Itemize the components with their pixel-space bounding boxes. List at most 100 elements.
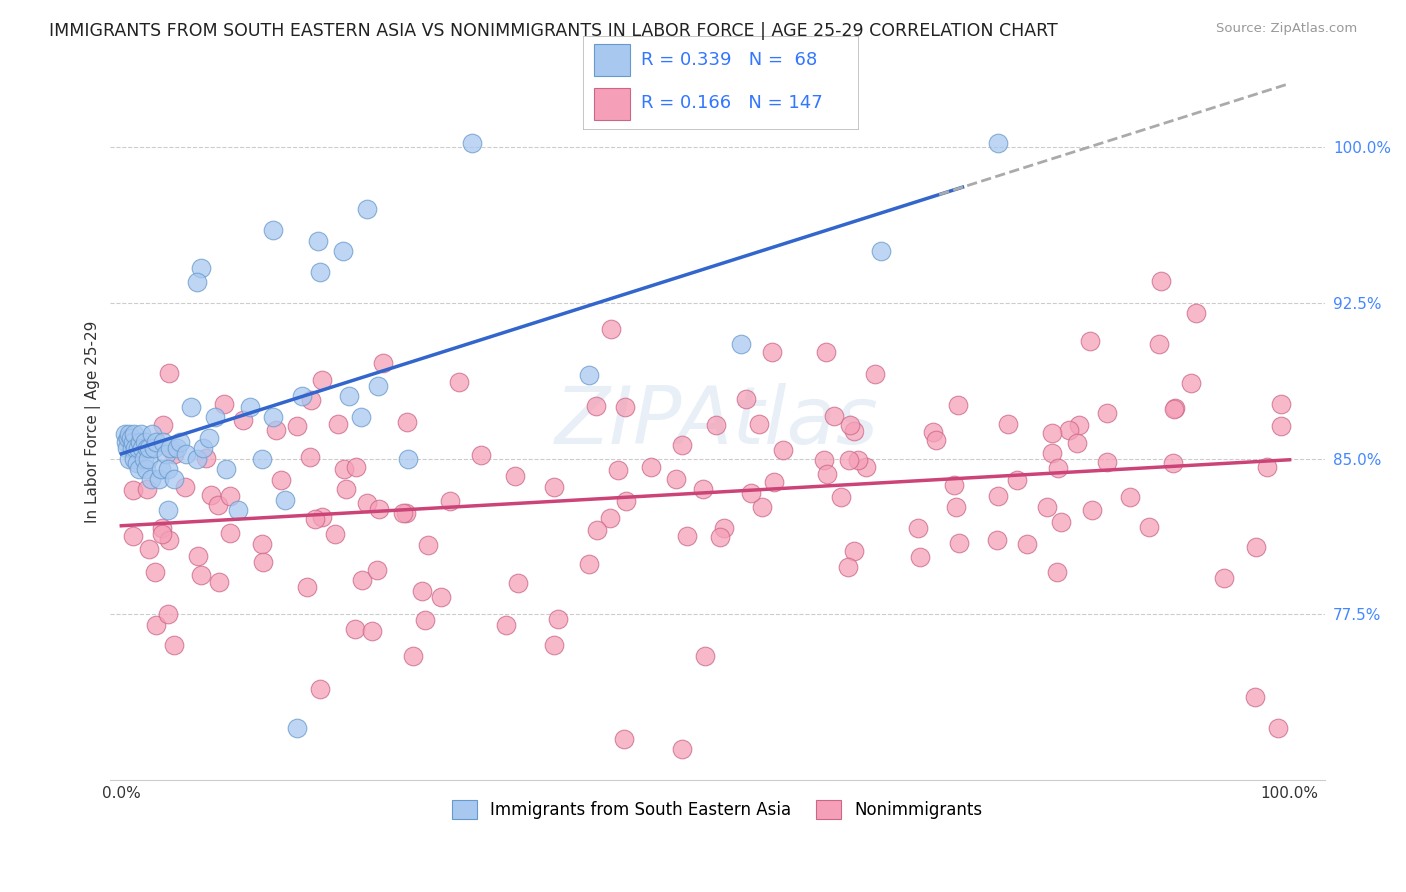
Text: ZIPAtlas: ZIPAtlas: [555, 384, 879, 461]
Point: [145, 617, 167, 632]
Point: [333, 462, 356, 476]
Point: [301, 393, 323, 408]
Point: [335, 482, 357, 496]
Point: [813, 453, 835, 467]
Text: R = 0.166   N = 147: R = 0.166 N = 147: [641, 95, 823, 112]
Point: [125, 456, 148, 470]
Point: [118, 451, 141, 466]
Point: [396, 451, 419, 466]
Point: [350, 409, 373, 424]
Point: [763, 475, 786, 489]
Point: [1046, 565, 1069, 579]
Point: [735, 392, 758, 406]
Point: [208, 574, 231, 589]
Point: [200, 488, 222, 502]
Point: [252, 555, 274, 569]
Point: [304, 511, 326, 525]
Point: [356, 202, 378, 217]
Point: [159, 533, 181, 547]
Point: [132, 451, 155, 466]
Point: [997, 417, 1019, 432]
Point: [1066, 436, 1088, 450]
Point: [187, 549, 209, 563]
Point: [671, 437, 693, 451]
Point: [495, 618, 517, 632]
Point: [585, 399, 607, 413]
Point: [138, 441, 160, 455]
Point: [600, 322, 623, 336]
Point: [986, 136, 1008, 150]
Point: [908, 549, 931, 564]
Point: [262, 223, 284, 237]
Point: [713, 521, 735, 535]
Point: [352, 573, 374, 587]
Point: [148, 472, 170, 486]
Point: [846, 453, 869, 467]
Point: [543, 638, 565, 652]
Point: [1036, 500, 1059, 514]
Point: [120, 431, 142, 445]
Point: [394, 506, 416, 520]
Point: [439, 494, 461, 508]
Point: [252, 536, 274, 550]
Point: [599, 510, 621, 524]
Point: [943, 478, 966, 492]
Point: [337, 389, 360, 403]
Point: [122, 529, 145, 543]
Text: IMMIGRANTS FROM SOUTH EASTERN ASIA VS NONIMMIGRANTS IN LABOR FORCE | AGE 25-29 C: IMMIGRANTS FROM SOUTH EASTERN ASIA VS NO…: [49, 22, 1057, 40]
Point: [613, 731, 636, 746]
Point: [131, 441, 153, 455]
Point: [402, 648, 425, 663]
Point: [740, 486, 762, 500]
Point: [134, 434, 156, 449]
Point: [155, 447, 177, 461]
Point: [506, 575, 529, 590]
Point: [695, 648, 717, 663]
Point: [447, 375, 470, 389]
Point: [704, 418, 727, 433]
Point: [343, 622, 366, 636]
Point: [503, 469, 526, 483]
Point: [838, 452, 860, 467]
Point: [129, 426, 152, 441]
Point: [751, 500, 773, 514]
Point: [307, 234, 329, 248]
Point: [122, 426, 145, 441]
Point: [114, 426, 136, 441]
Text: Source: ZipAtlas.com: Source: ZipAtlas.com: [1216, 22, 1357, 36]
Point: [118, 426, 141, 441]
Point: [585, 523, 607, 537]
Point: [1005, 473, 1028, 487]
Point: [1095, 407, 1118, 421]
Point: [1270, 397, 1292, 411]
Point: [127, 441, 149, 455]
Point: [1150, 274, 1173, 288]
Point: [772, 443, 794, 458]
Point: [844, 425, 866, 439]
Point: [169, 434, 191, 449]
Point: [1080, 502, 1102, 516]
Point: [157, 367, 180, 381]
Point: [1057, 423, 1080, 437]
Point: [326, 417, 349, 431]
Point: [323, 527, 346, 541]
Point: [607, 463, 630, 477]
Point: [194, 450, 217, 465]
Bar: [595, 44, 630, 76]
Point: [1147, 337, 1170, 351]
Point: [1243, 690, 1265, 705]
Point: [824, 409, 846, 423]
Point: [309, 265, 332, 279]
Point: [907, 521, 929, 535]
Point: [180, 400, 202, 414]
Point: [815, 467, 838, 481]
Point: [1046, 461, 1069, 475]
Point: [1040, 425, 1063, 440]
Point: [640, 460, 662, 475]
Point: [285, 419, 308, 434]
Point: [986, 533, 1008, 547]
Point: [136, 482, 159, 496]
Point: [665, 471, 688, 485]
Point: [186, 451, 208, 466]
Point: [163, 472, 186, 486]
